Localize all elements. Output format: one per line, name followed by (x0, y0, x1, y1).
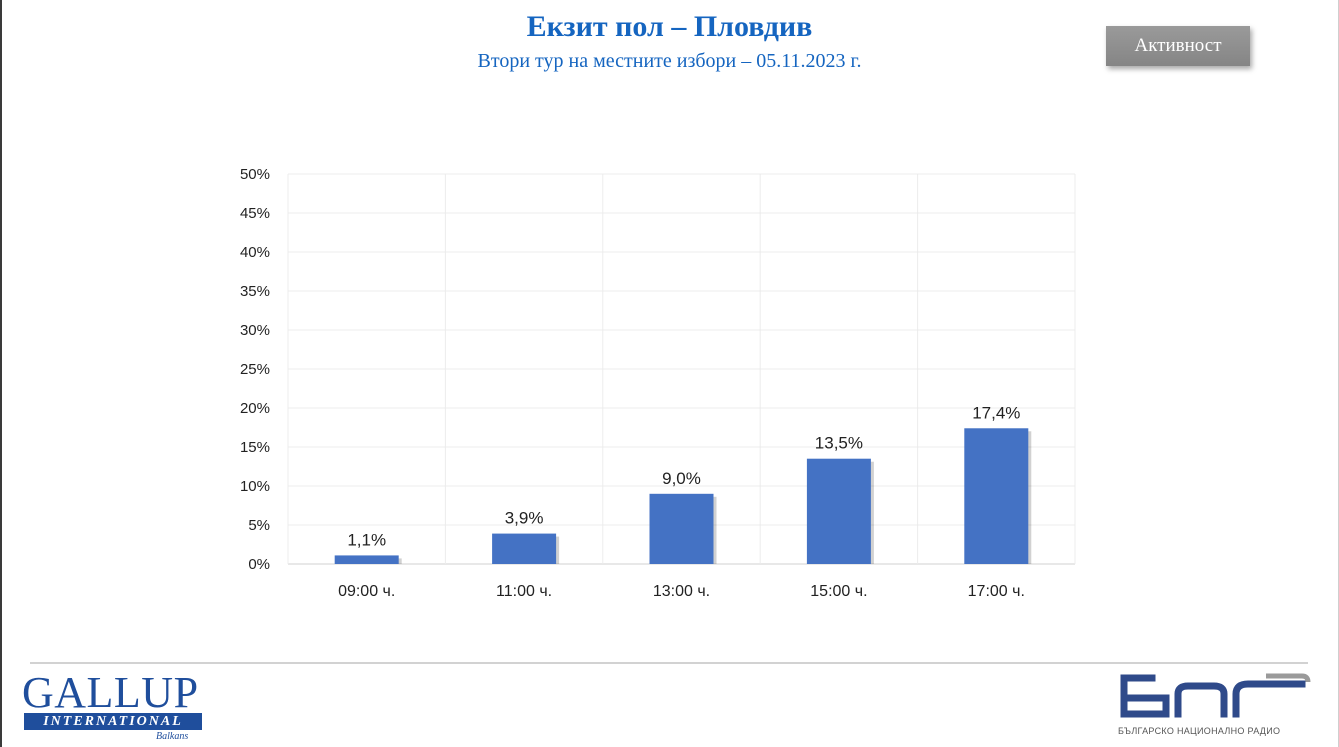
x-tick-label: 15:00 ч. (810, 583, 867, 600)
footer-divider (30, 662, 1308, 664)
x-tick-label: 11:00 ч. (496, 583, 552, 600)
bnr-logo: БЪЛГАРСКО НАЦИОНАЛНО РАДИО (1116, 670, 1312, 740)
gallup-logo-banner: INTERNATIONAL (24, 713, 202, 730)
y-tick-label: 50% (240, 166, 270, 183)
window-left-edge (0, 0, 2, 747)
gallup-logo-wordmark: GALLUP (22, 668, 199, 717)
bar (334, 555, 399, 564)
y-tick-label: 20% (240, 400, 270, 417)
data-label: 1,1% (347, 530, 386, 549)
page-title: Екзит пол – Пловдив (526, 10, 813, 43)
bar (806, 458, 871, 564)
y-tick-label: 15% (240, 439, 270, 456)
y-tick-label: 40% (240, 244, 270, 261)
gallup-logo-region: Balkans (156, 731, 189, 742)
x-tick-label: 17:00 ч. (968, 583, 1025, 600)
gallup-international-logo: GALLUP INTERNATIONAL Balkans (22, 671, 208, 743)
x-tick-label: 13:00 ч. (653, 583, 710, 600)
bar (649, 493, 714, 564)
y-tick-label: 0% (248, 556, 270, 573)
data-label: 9,0% (662, 469, 701, 488)
bar (492, 533, 557, 564)
y-tick-label: 10% (240, 478, 270, 495)
y-tick-label: 45% (240, 205, 270, 222)
y-tick-label: 25% (240, 361, 270, 378)
page-subtitle: Втори тур на местните избори – 05.11.202… (477, 50, 862, 72)
y-tick-label: 35% (240, 283, 270, 300)
y-tick-label: 30% (240, 322, 270, 339)
turnout-bar-chart: 0% 5% 10% 15% 20% 25% 30% 35% 40% 45% 50% 1,1% 09:00… (240, 166, 1076, 600)
bnr-logo-tagline: БЪЛГАРСКО НАЦИОНАЛНО РАДИО (1118, 726, 1281, 736)
bar (964, 428, 1029, 564)
x-tick-label: 09:00 ч. (338, 583, 395, 600)
bnr-logo-mark-icon (1120, 673, 1311, 718)
data-label: 3,9% (505, 509, 544, 528)
data-label: 17,4% (972, 403, 1020, 422)
y-tick-label: 5% (248, 517, 270, 534)
data-label: 13,5% (815, 434, 863, 453)
activity-button[interactable]: Активност (1106, 26, 1250, 66)
